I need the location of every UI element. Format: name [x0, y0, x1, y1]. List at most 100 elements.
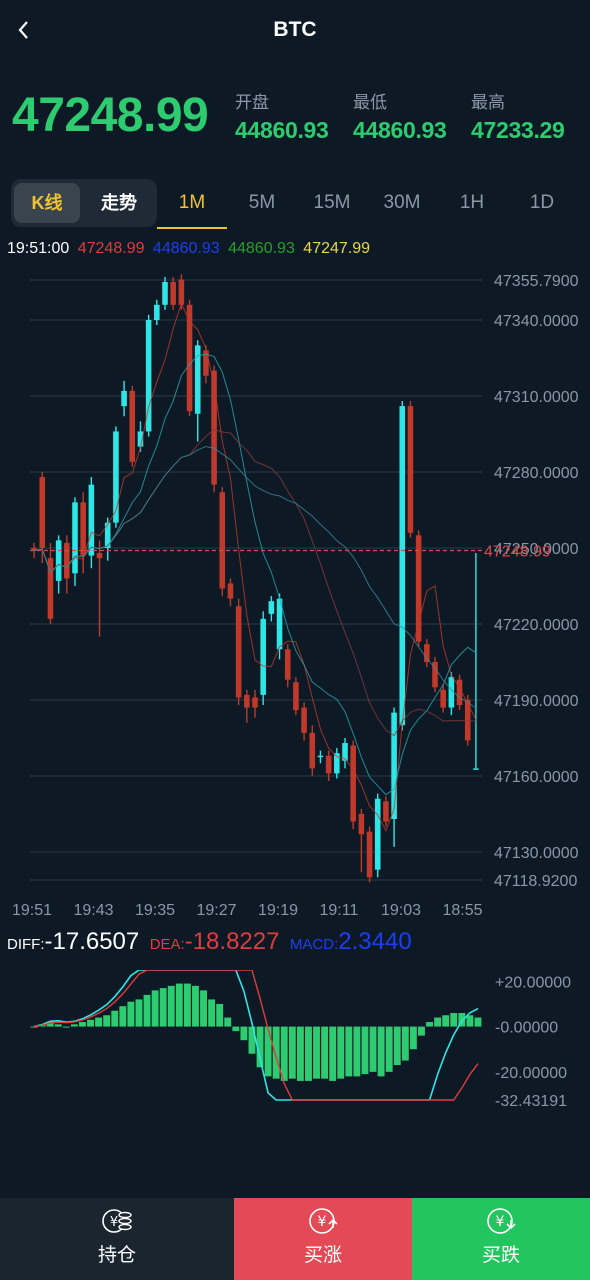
trend-mode-button[interactable]: 走势	[101, 193, 137, 213]
buy-up-button[interactable]: ¥ 买涨	[234, 1198, 412, 1280]
stat-high: 最高 47233.29	[471, 88, 565, 144]
position-label: 持仓	[97, 1245, 136, 1266]
tab-5m[interactable]: 5M	[248, 192, 276, 213]
macd-bar	[256, 1026, 264, 1068]
stat-high-label: 最高	[471, 93, 505, 112]
active-tab-indicator	[157, 227, 227, 229]
stat-open-label: 开盘	[235, 93, 269, 112]
svg-text:¥: ¥	[318, 1214, 327, 1230]
position-icon: ¥	[102, 1209, 132, 1233]
macd-bar	[111, 1010, 119, 1027]
candle-body	[473, 768, 479, 770]
candle-body	[284, 649, 291, 680]
candle-body	[334, 753, 340, 774]
macd-bar	[296, 1026, 304, 1081]
candle-body	[137, 431, 144, 447]
macd-bar	[175, 983, 183, 1027]
chart-mode-toggle: K线 走势	[11, 179, 157, 227]
ohlc-value-3: 44860.93	[228, 240, 295, 257]
macd-bar	[450, 1013, 458, 1027]
macd-bar	[272, 1026, 280, 1079]
svg-text:¥: ¥	[496, 1214, 505, 1230]
macd-bar	[167, 985, 175, 1027]
tab-15m[interactable]: 15M	[313, 192, 351, 213]
candle-body	[64, 542, 70, 579]
x-tick-label: 18:55	[443, 902, 483, 919]
macd-bar	[216, 1003, 224, 1027]
macd-bar	[361, 1026, 369, 1075]
macd-bar	[337, 1026, 345, 1079]
candle-body	[186, 304, 193, 412]
candle-body	[178, 279, 185, 305]
macd-bar	[232, 1026, 240, 1032]
candle-body	[407, 406, 414, 533]
position-button[interactable]: ¥ 持仓	[0, 1198, 234, 1280]
candle-body	[464, 699, 471, 741]
macd-bar	[127, 1001, 135, 1027]
macd-bar	[409, 1026, 417, 1050]
macd-bar	[345, 1026, 353, 1077]
y-tick-label: 47250.0000	[494, 541, 579, 558]
macd-bar	[240, 1026, 248, 1041]
buy-down-button[interactable]: ¥ 买跌	[412, 1198, 590, 1280]
macd-bar	[30, 1026, 38, 1028]
stat-open: 开盘 44860.93	[235, 88, 329, 144]
ohlc-value-4: 47247.99	[303, 240, 371, 257]
stat-open-value: 44860.93	[235, 117, 329, 143]
macd-bar	[393, 1026, 401, 1066]
y-tick-label: 47355.7900	[494, 273, 579, 290]
x-tick-label: 19:35	[135, 902, 175, 919]
tab-1h[interactable]: 1H	[459, 192, 485, 213]
dea-line	[33, 970, 479, 1101]
ohlc-value-1: 47248.99	[77, 240, 145, 257]
candle-body	[293, 682, 299, 711]
candle-body	[342, 743, 348, 761]
tab-30m[interactable]: 30M	[383, 192, 421, 213]
stat-low-label: 最低	[353, 93, 387, 112]
candle-body	[235, 606, 242, 698]
candle-body	[121, 390, 127, 407]
header: BTC	[0, 0, 590, 60]
dea-value: -18.8227	[184, 928, 280, 955]
candle-body	[219, 492, 226, 589]
candle-body	[383, 801, 389, 822]
macd-bar	[248, 1026, 256, 1054]
candle-body	[47, 558, 54, 619]
candle-body	[145, 319, 152, 432]
candle-body	[260, 618, 266, 695]
dea-label: DEA:	[149, 936, 185, 953]
kline-mode-button[interactable]: K线	[14, 183, 80, 223]
back-button[interactable]	[10, 14, 38, 46]
tab-1m[interactable]: 1M	[178, 192, 206, 213]
macd-bar	[208, 999, 216, 1027]
y-tick-label: 47190.0000	[494, 693, 579, 710]
ohlc-value-2: 44860.93	[152, 240, 220, 257]
macd-value: 2.3440	[338, 928, 412, 955]
candle-body	[39, 477, 46, 548]
candle-body	[88, 484, 95, 556]
macd-chart: +20.00000 -0.00000 -20.00000 -32.43191	[30, 970, 571, 1110]
macd-bar	[159, 988, 167, 1027]
candlestick-chart[interactable]: 47355.7900 47340.0000 47310.0000 47280.0000…	[0, 270, 590, 920]
candle-body	[162, 282, 168, 305]
buy-down-label: 买跌	[481, 1245, 520, 1266]
ohlc-time: 19:51:00	[7, 240, 70, 257]
candle-body	[31, 547, 37, 551]
macd-bar	[183, 983, 191, 1027]
x-tick-label: 19:11	[320, 902, 359, 919]
last-price: 47248.99	[12, 89, 209, 142]
ma30-line	[34, 445, 477, 709]
page-title: BTC	[273, 18, 317, 41]
candle-body	[391, 712, 397, 820]
candle-body	[432, 661, 438, 688]
y-tick-label: 47160.0000	[494, 769, 579, 786]
x-tick-label: 19:51	[12, 902, 52, 919]
macd-bar	[377, 1026, 385, 1077]
macd-bar	[192, 985, 199, 1027]
buy-up-label: 买涨	[303, 1245, 342, 1266]
stat-high-value: 47233.29	[471, 117, 565, 143]
tab-1d[interactable]: 1D	[529, 192, 555, 213]
macd-bar	[70, 1024, 78, 1027]
y-tick-label: 47280.0000	[494, 465, 579, 482]
candle-body	[113, 431, 119, 523]
